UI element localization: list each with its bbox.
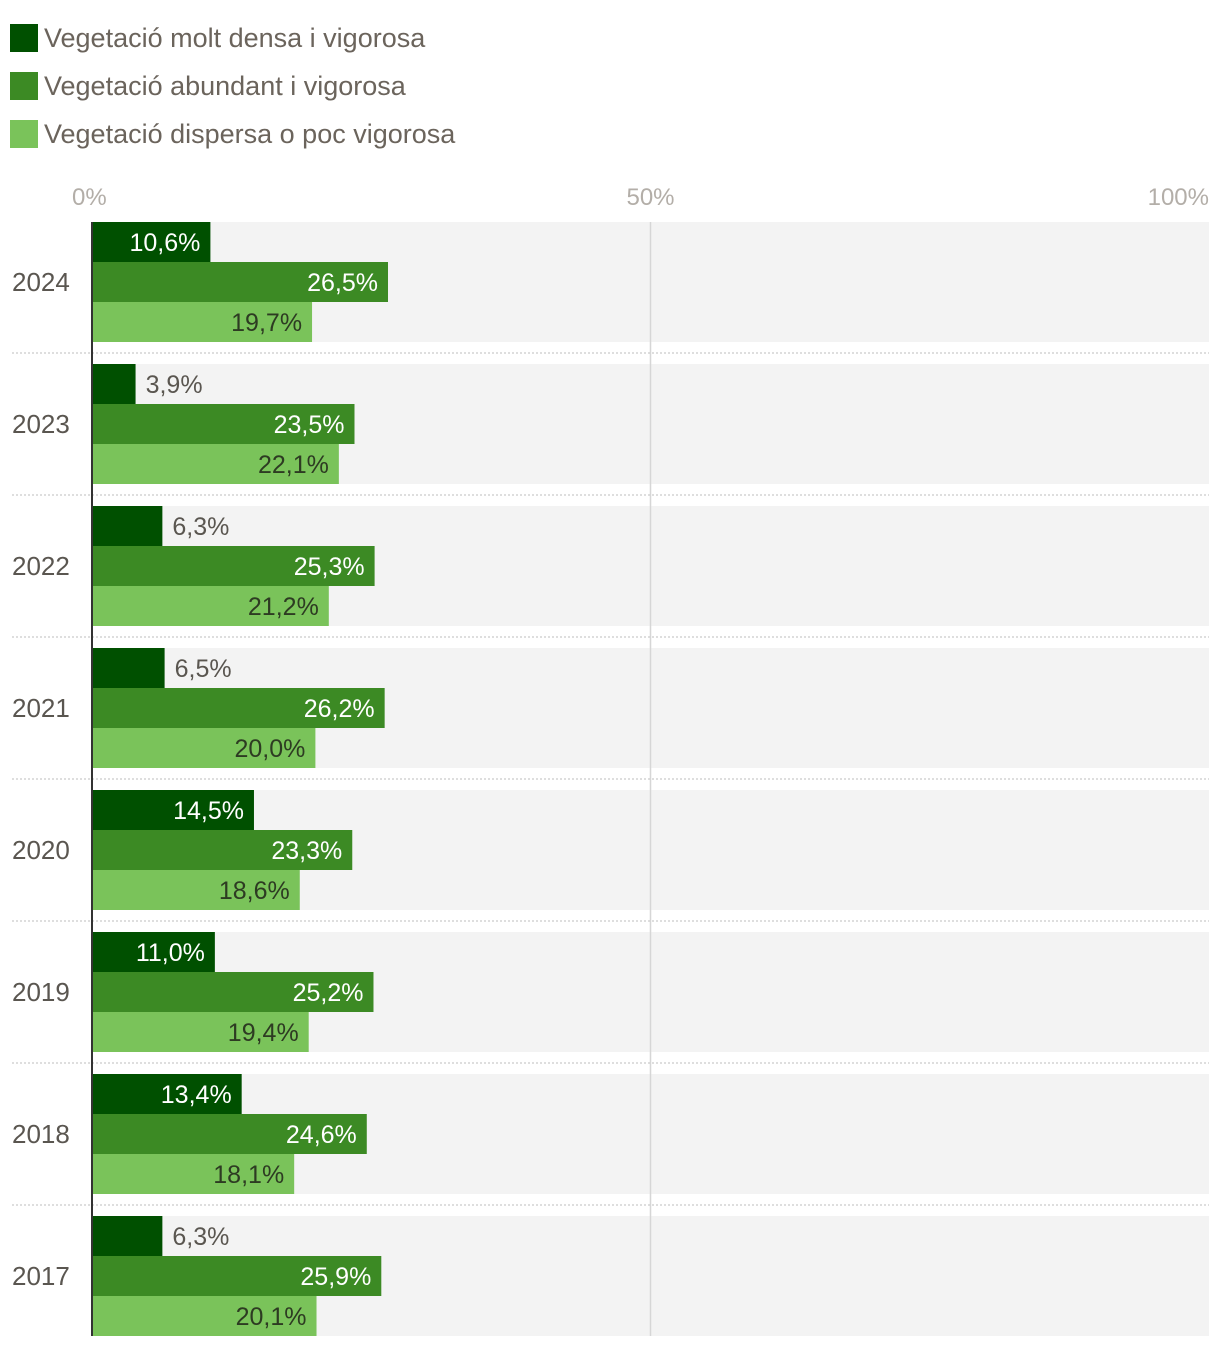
legend-swatch xyxy=(10,120,38,148)
bar xyxy=(92,302,313,342)
year-label: 2019 xyxy=(12,977,70,1007)
legend-item-2: Vegetació dispersa o poc vigorosa xyxy=(10,110,455,158)
bar xyxy=(92,1296,317,1336)
bar xyxy=(92,830,353,870)
bar-label: 18,6% xyxy=(219,877,290,905)
bar xyxy=(92,404,355,444)
legend-swatch xyxy=(10,24,38,52)
year-label: 2021 xyxy=(12,693,70,723)
bar xyxy=(92,546,375,586)
bar-label: 6,5% xyxy=(175,655,232,683)
bar-label: 26,2% xyxy=(304,695,375,723)
year-label: 2024 xyxy=(12,267,70,297)
bar xyxy=(92,1012,309,1052)
year-label: 2018 xyxy=(12,1119,70,1149)
bar-label: 21,2% xyxy=(248,593,319,621)
bar xyxy=(92,444,339,484)
legend-item-0: Vegetació molt densa i vigorosa xyxy=(10,14,455,62)
legend-label: Vegetació molt densa i vigorosa xyxy=(44,22,426,53)
bar-label: 22,1% xyxy=(258,451,329,479)
bar xyxy=(92,364,136,404)
bar-label: 24,6% xyxy=(286,1121,357,1149)
legend-item-1: Vegetació abundant i vigorosa xyxy=(10,62,455,110)
legend-label: Vegetació abundant i vigorosa xyxy=(44,70,406,101)
bar-label: 26,5% xyxy=(307,269,378,297)
bar xyxy=(92,728,316,768)
bar-label: 3,9% xyxy=(146,371,203,399)
legend: Vegetació molt densa i vigorosa Vegetació… xyxy=(10,14,455,158)
bar xyxy=(92,222,211,262)
bar xyxy=(92,586,329,626)
bar xyxy=(92,648,165,688)
x-tick-label: 0% xyxy=(72,184,107,211)
bar-label: 20,0% xyxy=(235,735,306,763)
x-tick-label: 100% xyxy=(1148,184,1209,211)
bar-label: 20,1% xyxy=(236,1303,307,1331)
bar xyxy=(92,932,215,972)
year-label: 2020 xyxy=(12,835,70,865)
bar xyxy=(92,688,385,728)
bar-label: 25,2% xyxy=(293,979,364,1007)
bar xyxy=(92,790,254,830)
bar xyxy=(92,506,163,546)
x-tick-label: 50% xyxy=(626,184,674,211)
bar-label: 19,4% xyxy=(228,1019,299,1047)
bar-label: 19,7% xyxy=(231,309,302,337)
bar-label: 14,5% xyxy=(173,797,244,825)
year-label: 2017 xyxy=(12,1261,70,1291)
bar xyxy=(92,1154,295,1194)
bar xyxy=(92,972,374,1012)
bar xyxy=(92,1114,367,1154)
bar xyxy=(92,1256,382,1296)
year-label: 2022 xyxy=(12,551,70,581)
bar-label: 23,5% xyxy=(274,411,345,439)
bar xyxy=(92,870,300,910)
legend-label: Vegetació dispersa o poc vigorosa xyxy=(44,118,456,149)
bar-label: 10,6% xyxy=(130,229,201,257)
bar-label: 6,3% xyxy=(172,1223,229,1251)
bar xyxy=(92,1074,242,1114)
bar-label: 11,0% xyxy=(136,939,205,967)
bar-label: 25,3% xyxy=(294,553,365,581)
bar-label: 13,4% xyxy=(161,1081,232,1109)
bar-label: 6,3% xyxy=(172,513,229,541)
bar-label: 23,3% xyxy=(271,837,342,865)
bar xyxy=(92,1216,163,1256)
year-label: 2023 xyxy=(12,409,70,439)
legend-swatch xyxy=(10,72,38,100)
bar-label: 18,1% xyxy=(213,1161,284,1189)
bar-label: 25,9% xyxy=(300,1263,371,1291)
bar xyxy=(92,262,389,302)
